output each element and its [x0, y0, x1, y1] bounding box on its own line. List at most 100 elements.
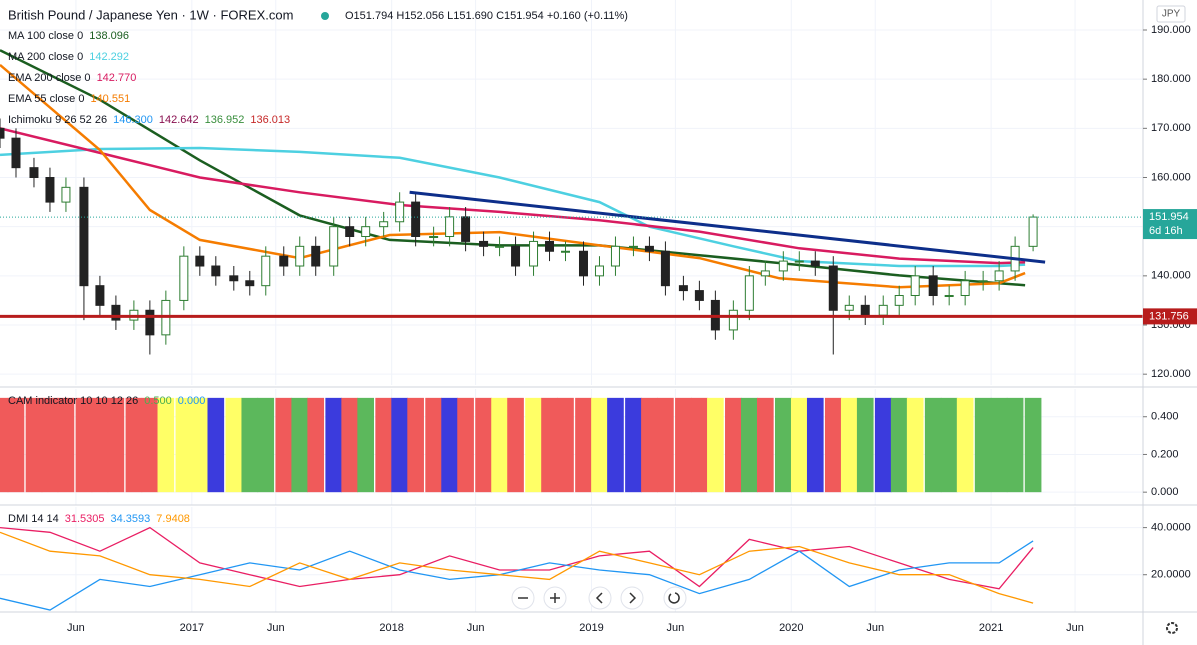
- reset[interactable]: [663, 586, 687, 610]
- bar: [525, 397, 542, 493]
- legend-name: MA 200 close 0: [8, 51, 83, 63]
- bar: [25, 397, 43, 493]
- price-label: 131.756: [1149, 310, 1189, 322]
- candle-body: [928, 275, 938, 297]
- candle-body: [145, 309, 155, 336]
- candle-body: [894, 295, 904, 306]
- candle-body: [45, 177, 55, 203]
- candle-body: [29, 167, 39, 179]
- bar: [125, 397, 143, 493]
- bar: [375, 397, 392, 493]
- currency-box[interactable]: [1156, 5, 1186, 23]
- bar: [607, 397, 624, 493]
- bar: [41, 397, 59, 493]
- trend-line: [409, 190, 1046, 264]
- candle-body: [411, 201, 421, 238]
- candle-body: [960, 280, 970, 297]
- bar: [407, 397, 424, 493]
- candle-body: [728, 309, 738, 331]
- candle-body: [678, 285, 688, 292]
- bar: [856, 397, 874, 493]
- candle-body: [11, 137, 21, 169]
- legend-name: EMA 55 close 0: [8, 93, 84, 105]
- candle-body: [429, 236, 439, 239]
- bar: [207, 397, 225, 493]
- bar: [507, 397, 524, 493]
- candle-body: [944, 295, 954, 298]
- marks: [0, 49, 1143, 611]
- bar: [157, 397, 175, 493]
- candle-body: [910, 275, 920, 297]
- candle-body: [561, 250, 571, 253]
- y-tick-label: 190.000: [1151, 24, 1191, 36]
- indicator-line: [0, 127, 1026, 265]
- indicator-line: [0, 146, 1026, 268]
- bar: [757, 397, 774, 493]
- legend-value: 136.952: [205, 114, 245, 126]
- candle-body: [95, 285, 105, 306]
- candle-body: [628, 245, 638, 248]
- candle-body: [810, 260, 820, 267]
- legend-value: 0.500: [144, 395, 172, 407]
- status-dot: [321, 12, 329, 20]
- labels: British Pound / Japanese Yen · 1W · FORE…: [8, 5, 1197, 634]
- x-tick-label: 2020: [779, 622, 803, 634]
- bar: [425, 397, 442, 493]
- candle-body: [610, 245, 620, 267]
- candle-body: [111, 304, 121, 321]
- x-tick-label: Jun: [866, 622, 884, 634]
- candle-body: [545, 240, 555, 252]
- candle-body: [860, 304, 870, 316]
- icon: [595, 592, 603, 604]
- legend-value: 0.000: [178, 395, 206, 407]
- candle-body: [461, 216, 471, 242]
- x-tick-label: Jun: [67, 622, 85, 634]
- bar: [257, 397, 275, 493]
- bar: [591, 397, 608, 493]
- bar: [924, 397, 942, 493]
- bar: [225, 397, 243, 493]
- countdown: 6d 16h: [1149, 225, 1183, 237]
- bar: [575, 397, 592, 493]
- bar: [357, 397, 375, 493]
- bar: [906, 397, 924, 493]
- candle-body: [211, 265, 221, 277]
- bar: [790, 397, 808, 493]
- bar: [824, 397, 842, 493]
- toolbar: [511, 586, 1178, 634]
- dmi-line: [0, 531, 1034, 604]
- bar: [441, 397, 458, 493]
- bar: [0, 397, 9, 493]
- candle-body: [578, 250, 588, 277]
- candle-body: [295, 245, 305, 267]
- scroll-right[interactable]: [620, 586, 644, 610]
- scroll-left[interactable]: [588, 586, 612, 610]
- bar: [91, 397, 109, 493]
- bar: [7, 397, 25, 493]
- bar: [1006, 397, 1024, 493]
- candle-body: [245, 280, 255, 287]
- legend-value: 31.5305: [65, 513, 105, 525]
- candle-body: [878, 304, 888, 316]
- bar: [57, 397, 75, 493]
- icon: [629, 592, 637, 604]
- candle-body: [179, 255, 189, 301]
- dmi-line: [0, 540, 1034, 611]
- legend-name: EMA 200 close 0: [8, 72, 91, 84]
- y-tick-label: 140.000: [1151, 270, 1191, 282]
- legend-value: 34.3593: [111, 513, 151, 525]
- candle-body: [345, 226, 355, 238]
- bar: [175, 397, 193, 493]
- legend-value: 146.300: [113, 114, 153, 126]
- last-price: 151.954: [1149, 211, 1189, 223]
- legend-value: 136.013: [250, 114, 290, 126]
- bar: [307, 397, 325, 493]
- bar: [657, 397, 674, 493]
- settings[interactable]: [1166, 622, 1178, 634]
- icon: [668, 592, 680, 604]
- candle-body: [978, 280, 988, 283]
- y-tick-label: 160.000: [1151, 171, 1191, 183]
- candle-body: [395, 201, 405, 223]
- bar: [107, 397, 125, 493]
